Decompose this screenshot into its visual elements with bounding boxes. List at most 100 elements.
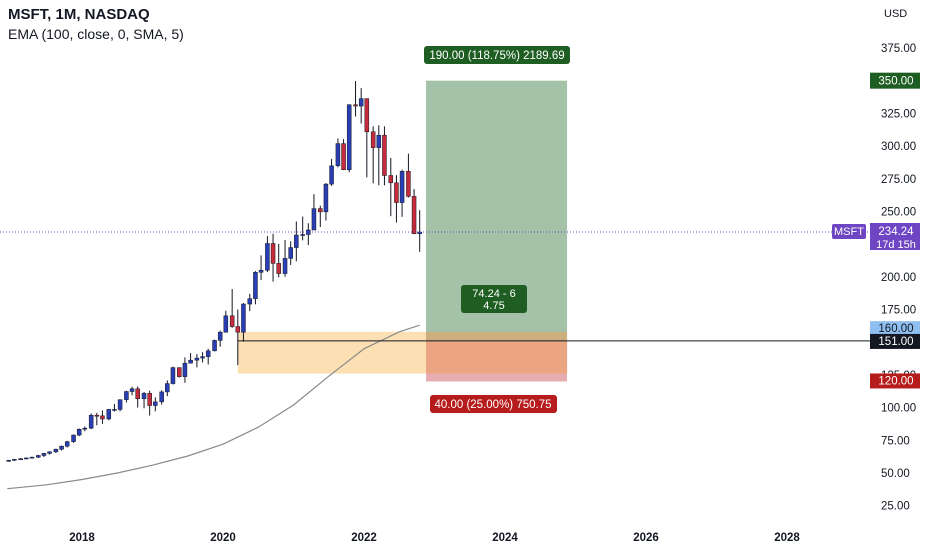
y-tick-label: 175.00 xyxy=(881,305,916,317)
ema-line xyxy=(7,324,420,490)
candle-body xyxy=(147,393,152,406)
candle-body xyxy=(258,270,264,273)
candle-body xyxy=(94,414,100,417)
candle-body xyxy=(241,303,246,333)
stop-label: 40.00 (25.00%) 750.75 xyxy=(434,399,551,411)
y-tick-label: 375.00 xyxy=(881,43,916,55)
candle-body xyxy=(64,441,70,447)
candle-body xyxy=(223,315,229,333)
candle-body xyxy=(406,171,411,197)
candle-body xyxy=(382,134,387,176)
y-tick-label: 300.00 xyxy=(881,141,916,153)
chart-title: MSFT, 1M, NASDAQ xyxy=(8,6,150,23)
candle-body xyxy=(376,134,382,148)
indicator-legend[interactable]: EMA (100, close, 0, SMA, 5) xyxy=(8,26,184,42)
candle-body xyxy=(124,391,129,400)
stop-price-tag: 120.00 xyxy=(878,375,913,387)
candles-layer xyxy=(6,81,422,462)
candle-body xyxy=(100,415,105,420)
risk-reward-line2: 4.75 xyxy=(483,300,504,312)
candle-body xyxy=(194,357,200,361)
candle-body xyxy=(417,231,422,235)
candle-body xyxy=(265,243,270,271)
time-axis[interactable]: 2018 2020 2022 2024 2026 2028 xyxy=(69,532,800,544)
target-price-tag: 350.00 xyxy=(878,76,913,88)
candle-body xyxy=(318,208,323,213)
candle-body xyxy=(129,388,135,392)
x-tick-label: 2028 xyxy=(774,532,800,544)
entry-price-tag: 151.00 xyxy=(878,336,913,348)
symbol-tag-bg[interactable] xyxy=(832,224,866,239)
target-price-tag-bg xyxy=(870,72,920,89)
candle-body xyxy=(311,208,317,231)
candle-body xyxy=(82,427,88,430)
zones-layer xyxy=(237,80,568,382)
candle-body xyxy=(88,414,94,429)
stop-price-tag-bg xyxy=(870,373,920,389)
candle-body xyxy=(247,298,253,305)
y-tick-label: 275.00 xyxy=(881,174,916,186)
candle-body xyxy=(270,243,276,264)
candle-body xyxy=(47,451,52,454)
candle-body xyxy=(141,393,147,399)
candle-body xyxy=(41,453,47,456)
candle-body xyxy=(182,362,188,377)
target-label: 190.00 (118.75%) 2189.69 xyxy=(429,50,564,62)
candle-body xyxy=(341,143,346,170)
candle-body xyxy=(364,98,370,133)
candle-body xyxy=(170,367,176,384)
candle-body xyxy=(106,409,112,420)
candle-body xyxy=(282,258,288,274)
candle-body xyxy=(6,460,11,462)
candle-body xyxy=(288,247,293,259)
currency-label: USD xyxy=(884,8,907,20)
target-label-bg xyxy=(424,46,570,64)
risk-reward-line1: 74.24 - 6 xyxy=(472,288,515,300)
y-tick-label: 100.00 xyxy=(881,403,916,415)
position-labels-layer: 190.00 (118.75%) 2189.69 74.24 - 64.75 40.… xyxy=(424,46,570,413)
candle-body xyxy=(217,331,223,341)
candle-body xyxy=(165,383,170,393)
y-tick-label: 325.00 xyxy=(881,108,916,120)
candle-body xyxy=(71,434,76,442)
y-tick-label: 75.00 xyxy=(881,435,910,447)
candle-body xyxy=(205,350,211,357)
candle-body xyxy=(76,428,82,436)
candle-body xyxy=(235,326,241,333)
candle-body xyxy=(353,104,358,107)
candle-body xyxy=(36,455,41,458)
candle-body xyxy=(399,171,405,203)
x-tick-label: 2022 xyxy=(351,532,377,544)
y-tick-label: 25.00 xyxy=(881,501,910,513)
candle-body xyxy=(53,448,59,453)
ema-price-tag-bg xyxy=(870,321,920,337)
candle-body xyxy=(29,456,35,459)
countdown-tag: 17d 15h xyxy=(876,239,916,251)
current-price-bg xyxy=(870,223,920,250)
candle-body xyxy=(358,98,364,107)
y-tick-label: 250.00 xyxy=(881,206,916,218)
candle-body xyxy=(59,445,64,450)
entry-price-tag-bg xyxy=(870,333,920,349)
candle-body xyxy=(188,359,193,364)
candle-body xyxy=(153,401,158,406)
candle-body xyxy=(177,367,182,377)
candle-body xyxy=(388,175,394,184)
ema-price-tag: 160.00 xyxy=(878,323,913,335)
candle-body xyxy=(229,315,235,327)
x-tick-label: 2020 xyxy=(210,532,236,544)
candle-body xyxy=(12,459,17,461)
candle-body xyxy=(294,234,299,248)
zone-overlap xyxy=(426,331,568,374)
candle-body xyxy=(159,391,164,403)
symbol-tag: MSFT xyxy=(834,226,864,238)
lines-layer xyxy=(0,231,870,342)
candle-body xyxy=(135,388,140,399)
candle-body xyxy=(346,104,352,170)
candle-body xyxy=(323,183,329,213)
candle-body xyxy=(300,234,305,236)
candle-body xyxy=(24,457,29,460)
candle-body xyxy=(276,263,281,274)
